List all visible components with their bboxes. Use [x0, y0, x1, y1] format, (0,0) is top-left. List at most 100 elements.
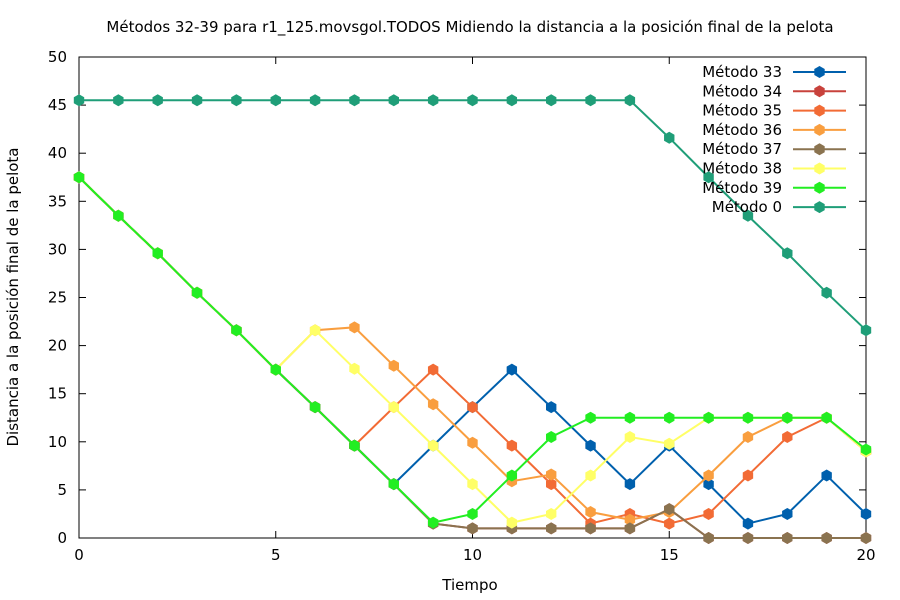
y-tick-label: 30 — [48, 240, 67, 258]
legend-marker — [814, 123, 825, 136]
y-axis-label: Distancia a la posición final de la pelo… — [4, 147, 22, 446]
data-point — [782, 247, 793, 260]
data-point — [860, 443, 872, 456]
data-point — [467, 401, 478, 414]
legend-marker — [814, 85, 825, 98]
data-point — [664, 517, 675, 530]
x-tick-label: 20 — [856, 546, 875, 564]
data-point — [703, 171, 714, 184]
data-point — [309, 94, 321, 107]
data-point — [506, 516, 518, 529]
x-axis-label: Tiempo — [441, 576, 497, 594]
legend-label: Método 36 — [702, 121, 782, 139]
data-point — [782, 430, 793, 443]
data-point — [860, 507, 872, 520]
legend-marker — [814, 66, 825, 78]
y-tick-label: 25 — [48, 289, 67, 307]
data-point — [782, 411, 793, 424]
x-tick-label: 10 — [463, 546, 482, 564]
data-point — [821, 532, 832, 544]
data-point — [427, 516, 439, 529]
data-point — [860, 324, 872, 337]
data-point — [585, 439, 596, 452]
data-point — [860, 532, 872, 544]
data-point — [309, 324, 321, 337]
legend-label: Método 35 — [702, 102, 782, 120]
data-point — [742, 532, 754, 544]
y-tick-label: 40 — [48, 144, 67, 162]
series-line — [78, 176, 867, 521]
legend-label: Método 34 — [702, 82, 782, 100]
data-point — [427, 94, 439, 107]
legend-label: Método 37 — [702, 140, 782, 158]
data-point — [546, 478, 557, 491]
data-point — [270, 363, 281, 376]
data-point — [467, 436, 478, 449]
data-point — [624, 478, 636, 491]
data-point — [388, 94, 399, 107]
y-tick-label: 35 — [48, 192, 67, 210]
data-point — [546, 468, 557, 481]
data-point — [546, 507, 557, 520]
y-tick-label: 5 — [57, 481, 67, 499]
data-point — [664, 437, 675, 450]
data-point — [624, 513, 636, 526]
legend-label: Método 0 — [712, 198, 782, 216]
y-tick-label: 50 — [48, 48, 67, 66]
data-point — [821, 469, 832, 482]
data-point — [349, 439, 360, 452]
data-point — [585, 522, 596, 535]
data-point — [546, 94, 557, 107]
axes: 0 5 10 15 20 25 30 35 40 45 50 0 5 10 15 20 — [48, 48, 876, 564]
data-point — [703, 507, 714, 520]
chart-title: Métodos 32-39 para r1_125.movsgol.TODOS … — [106, 18, 833, 37]
data-point — [113, 209, 124, 222]
data-point — [585, 94, 596, 107]
data-point — [191, 94, 203, 107]
data-point — [546, 522, 557, 535]
data-point — [270, 94, 281, 107]
data-point — [349, 94, 360, 107]
data-point — [427, 439, 439, 452]
data-point — [506, 94, 518, 107]
data-point — [703, 532, 714, 544]
series-6 — [73, 171, 872, 529]
data-point — [703, 469, 714, 482]
data-point — [467, 478, 478, 491]
legend-label: Método 38 — [702, 160, 782, 178]
data-point — [742, 411, 754, 424]
data-point — [309, 401, 321, 414]
data-point — [388, 401, 399, 414]
data-point — [821, 286, 832, 299]
legend-marker — [814, 181, 825, 194]
data-point — [664, 411, 675, 424]
data-point — [427, 398, 439, 411]
x-tick-label: 5 — [271, 546, 281, 564]
y-tick-label: 0 — [57, 529, 67, 547]
data-point — [742, 209, 754, 222]
data-point — [388, 359, 399, 372]
data-point — [427, 363, 439, 376]
data-point — [73, 171, 85, 184]
legend-label: Método 39 — [702, 179, 782, 197]
data-point — [467, 507, 478, 520]
data-point — [624, 430, 636, 443]
data-point — [506, 439, 518, 452]
data-point — [467, 522, 478, 535]
data-point — [821, 411, 832, 424]
data-point — [782, 507, 793, 520]
data-point — [231, 324, 242, 337]
legend-marker — [814, 162, 825, 175]
y-tick-label: 45 — [48, 96, 67, 114]
data-point — [742, 469, 754, 482]
data-point — [624, 411, 636, 424]
data-point — [231, 94, 242, 107]
data-point — [664, 503, 675, 516]
data-point — [546, 401, 557, 414]
data-point — [73, 94, 85, 107]
x-tick-label: 0 — [74, 546, 84, 564]
legend-label: Método 33 — [702, 63, 782, 81]
data-point — [152, 247, 163, 260]
